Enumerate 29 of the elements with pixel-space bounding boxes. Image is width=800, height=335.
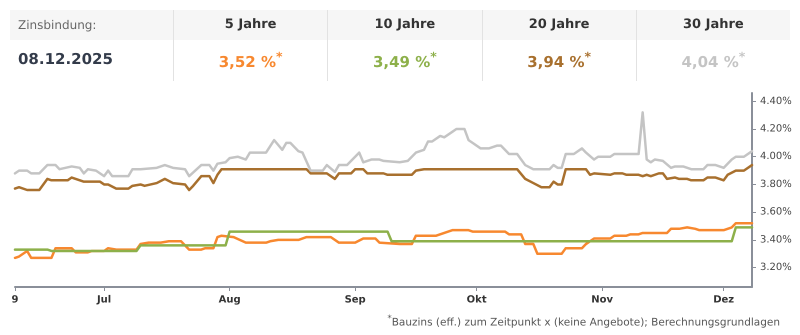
text: 30 Jahre xyxy=(636,10,790,40)
line-series xyxy=(14,226,754,252)
text: 3,94 %$^{*}$ xyxy=(482,38,636,80)
text: 20 Jahre xyxy=(482,10,636,40)
x-tick-label: Okt xyxy=(466,294,487,306)
x-tick-label: Dez xyxy=(713,294,734,306)
y-tick-label: 4.00% xyxy=(760,151,792,162)
text: 3,52 %$^{*}$ xyxy=(173,38,328,80)
x-tick-label: 9 xyxy=(12,294,19,306)
text: 08.12.2025 xyxy=(17,50,114,68)
text: 10 Jahre xyxy=(327,10,482,40)
y-tick-label: 4.40% xyxy=(760,96,792,107)
x-tick-label: Sep xyxy=(344,294,366,306)
line-series xyxy=(14,111,754,178)
y-tick-label: 3.60% xyxy=(760,206,792,218)
text: $^{*}$Bauzins (eff.) zum Zeitpunkt x (keine Angebote); Berechnungsgrundlagen xyxy=(387,314,780,328)
y-tick-label: 3.80% xyxy=(760,178,792,190)
text: 4,04 %$^{*}$ xyxy=(636,38,790,80)
text: Zinsbindung: xyxy=(17,18,98,32)
text: 5 Jahre xyxy=(173,10,328,40)
line-series xyxy=(14,222,754,260)
x-tick-label: Aug xyxy=(218,294,241,306)
y-tick-label: 3.20% xyxy=(760,262,792,274)
x-tick-label: Nov xyxy=(591,294,614,306)
text: 3,49 %$^{*}$ xyxy=(327,38,482,80)
x-tick-label: Jul xyxy=(96,294,112,306)
y-tick-label: 4.20% xyxy=(760,124,792,135)
y-tick-label: 3.40% xyxy=(760,234,792,246)
line-series xyxy=(14,164,754,192)
